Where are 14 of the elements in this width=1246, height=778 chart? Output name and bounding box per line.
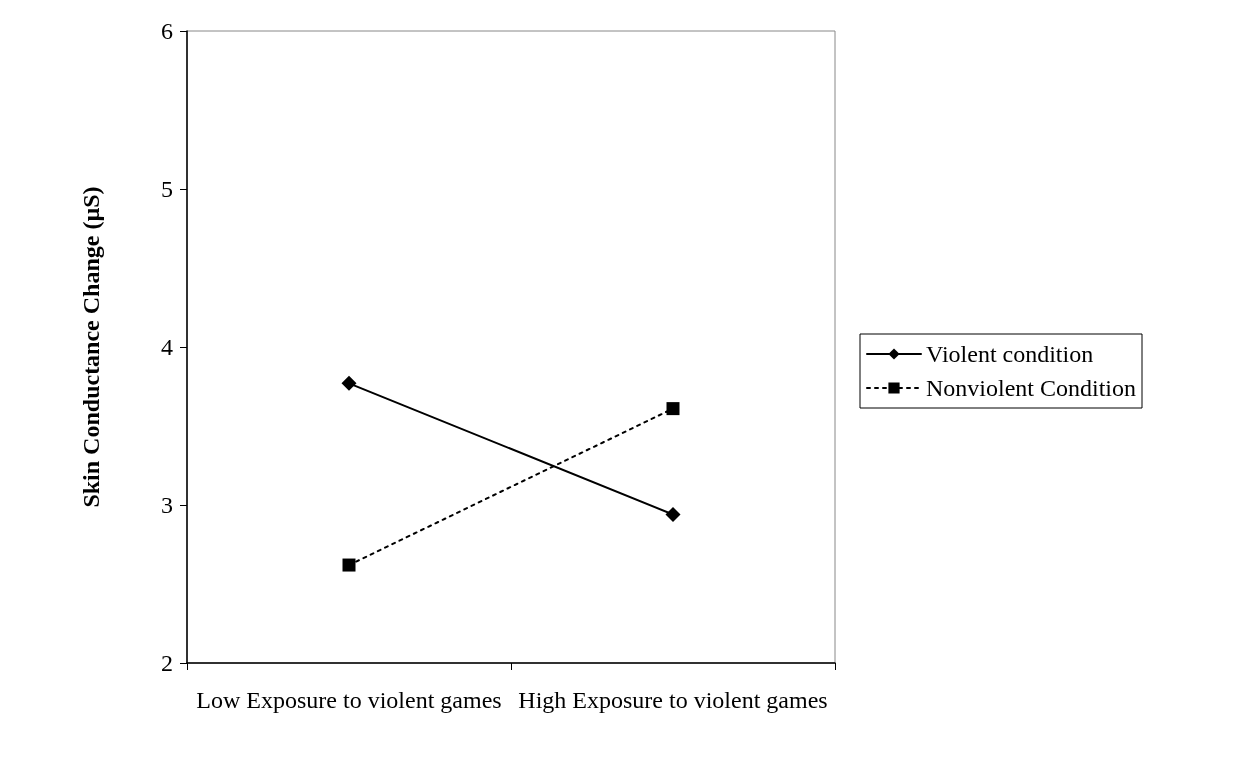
x-tick-label: High Exposure to violent games	[518, 687, 828, 713]
legend-label: Violent condition	[926, 341, 1094, 367]
legend-label: Nonviolent Condition	[926, 375, 1136, 401]
y-tick-label: 4	[161, 334, 173, 360]
y-tick-label: 5	[161, 176, 173, 202]
x-tick-label: Low Exposure to violent games	[196, 687, 502, 713]
point	[665, 506, 681, 522]
point	[666, 402, 680, 416]
y-tick-label: 2	[161, 650, 173, 676]
y-tick-label: 6	[161, 18, 173, 44]
point	[342, 558, 356, 572]
point	[341, 375, 357, 391]
y-tick-label: 3	[161, 492, 173, 518]
y-axis-title: Skin Conductance Change (µS)	[78, 186, 104, 508]
